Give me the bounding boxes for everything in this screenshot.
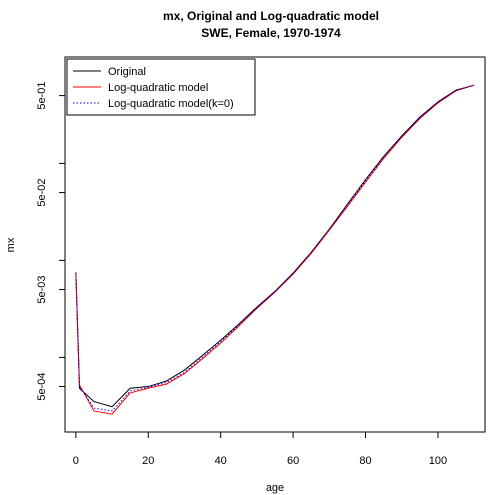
legend-label-3: Log-quadratic model(k=0) — [108, 98, 234, 110]
x-tick-label: 100 — [429, 455, 447, 467]
legend: Original Log-quadratic model Log-quadratic… — [66, 58, 256, 116]
x-tick-label: 20 — [142, 455, 154, 467]
y-tick-label: 5e-01 — [36, 82, 48, 110]
chart-title: mx, Original and Log-quadratic model — [163, 9, 379, 23]
x-tick-label: 80 — [359, 455, 371, 467]
legend-label-1: Original — [108, 66, 146, 78]
y-tick-label: 5e-04 — [36, 372, 48, 400]
chart-subtitle: SWE, Female, 1970-1974 — [201, 26, 341, 40]
x-tick-label: 0 — [73, 455, 79, 467]
x-tick-label: 40 — [215, 455, 227, 467]
series-line-3 — [75, 84, 475, 412]
y-tick-label: 5e-03 — [36, 276, 48, 304]
series-line-2 — [75, 84, 475, 415]
y-axis-label: mx — [5, 237, 17, 252]
y-axis: 5e-04 5e-03 5e-02 5e-01 — [36, 82, 65, 401]
legend-label-2: Log-quadratic model — [108, 82, 208, 94]
x-tick-label: 60 — [287, 455, 299, 467]
series-layer — [75, 84, 475, 415]
plot-frame — [64, 56, 486, 433]
y-tick-label: 5e-02 — [36, 179, 48, 207]
x-axis: 0 20 40 60 80 100 — [73, 432, 447, 467]
x-axis-label: age — [266, 482, 284, 494]
series-line-1 — [75, 84, 475, 408]
